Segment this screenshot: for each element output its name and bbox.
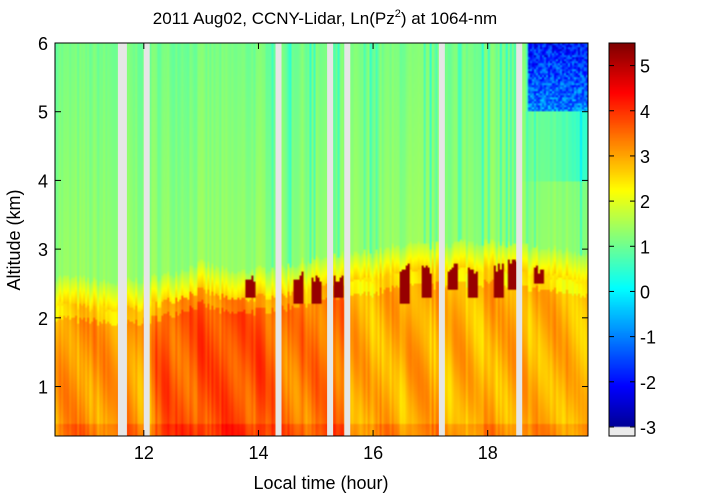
title-superscript: 2 <box>395 8 401 20</box>
colorbar-ticks: 5 4 3 2 1 0 -1 -2 -3 <box>609 57 656 438</box>
colorbar-tick-label: -1 <box>640 328 656 348</box>
plot-frame <box>54 42 589 437</box>
y-tick-label: 5 <box>38 103 48 123</box>
x-tick-label: 16 <box>363 443 383 463</box>
colorbar-tick-label: 1 <box>640 237 650 257</box>
data-gap <box>117 43 127 436</box>
colorbar <box>609 43 635 436</box>
svg-text:2011 Aug02, CCNY-Lidar, Ln(Pz2: 2011 Aug02, CCNY-Lidar, Ln(Pz2) at 1064-… <box>153 8 497 28</box>
colorbar-tick-label: 5 <box>640 57 650 77</box>
colorbar-tick-label: 3 <box>640 147 650 167</box>
data-gap <box>438 43 445 436</box>
x-axis-label: Local time (hour) <box>253 473 388 493</box>
data-gap-layer <box>117 43 523 436</box>
x-tick-label: 12 <box>134 443 154 463</box>
y-tick-label: 1 <box>38 378 48 398</box>
colorbar-tick-label: 0 <box>640 282 650 302</box>
title-tail: ) at 1064-nm <box>401 9 497 28</box>
y-tick-label: 2 <box>38 309 48 329</box>
y-axis-label: Altitude (km) <box>4 189 24 290</box>
data-gap <box>327 43 334 436</box>
y-tick-label: 6 <box>38 34 48 54</box>
colorbar-tick-label: 4 <box>640 102 650 122</box>
data-gap <box>275 43 282 436</box>
data-gap <box>516 43 523 436</box>
y-tick-label: 4 <box>38 171 48 191</box>
x-axis: 12 14 16 18 <box>134 43 498 463</box>
x-tick-label: 18 <box>478 443 498 463</box>
colorbar-tick-label: 2 <box>640 192 650 212</box>
y-axis: 1 2 3 4 5 6 <box>38 34 588 398</box>
y-tick-label: 3 <box>38 240 48 260</box>
data-gap <box>344 43 351 436</box>
colorbar-tick-label: -3 <box>640 418 656 438</box>
colorbar-tick-label: -2 <box>640 373 656 393</box>
data-gap <box>143 43 150 436</box>
chart-title: 2011 Aug02, CCNY-Lidar, Ln(Pz2) at 1064-… <box>153 8 497 28</box>
title-text: 2011 Aug02, CCNY-Lidar, Ln(Pz <box>153 9 395 28</box>
lidar-heatmap <box>55 43 588 436</box>
x-tick-label: 14 <box>248 443 268 463</box>
colorbar-frame <box>608 42 636 437</box>
